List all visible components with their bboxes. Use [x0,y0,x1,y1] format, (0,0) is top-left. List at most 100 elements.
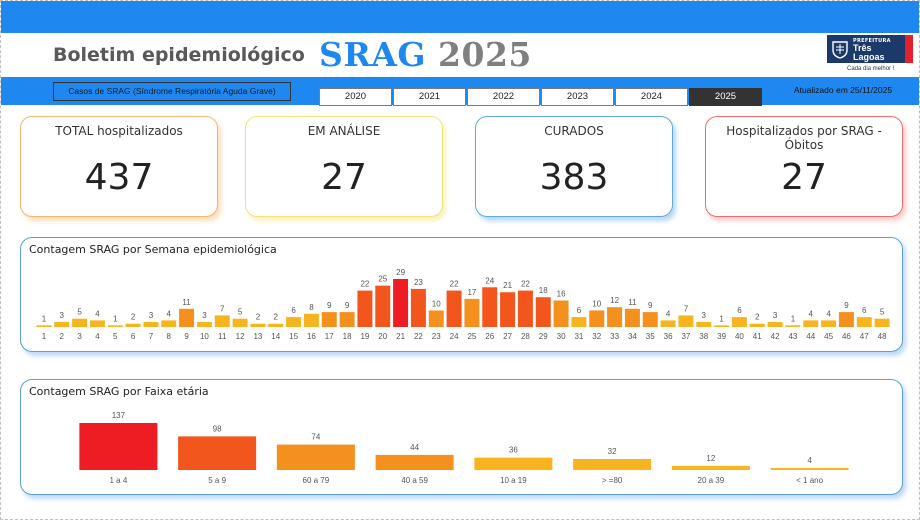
week-bar[interactable] [642,312,658,327]
week-bar[interactable] [303,313,319,327]
week-bar[interactable] [464,298,480,327]
age-bar[interactable] [671,465,750,470]
week-bar[interactable] [375,285,391,327]
week-bar[interactable] [196,322,212,327]
age-bar[interactable] [770,468,849,470]
year-tab-2024[interactable]: 2024 [615,88,688,106]
week-bar-value-label: 9 [345,301,350,310]
week-bar[interactable] [250,323,266,327]
week-tick-label: 27 [503,332,512,341]
week-bar[interactable] [179,308,195,327]
logo-name-line1: Três [853,43,872,53]
week-bar-value-label: 4 [826,309,831,318]
week-tick-label: 12 [236,332,245,341]
age-bar[interactable] [375,454,454,470]
year-tab-2021[interactable]: 2021 [393,88,466,106]
week-bar[interactable] [339,312,355,327]
week-tick-label: 38 [699,332,708,341]
week-bar[interactable] [660,320,676,327]
updated-date: Atualizado em 25/11/2025 [793,85,893,95]
week-bar[interactable] [393,279,409,327]
week-bar[interactable] [72,318,88,327]
week-bar[interactable] [553,300,569,327]
week-bar-value-label: 1 [113,314,118,323]
year-tab-2022[interactable]: 2022 [467,88,540,106]
week-bar[interactable] [232,318,248,327]
week-bar[interactable] [125,323,141,327]
week-bar[interactable] [143,322,159,327]
week-bar-value-label: 12 [610,296,619,305]
week-bar[interactable] [286,317,302,327]
week-bar[interactable] [607,307,623,327]
week-bar[interactable] [624,308,640,327]
week-bar[interactable] [357,290,373,327]
week-tick-label: 43 [788,332,797,341]
week-bar-value-label: 6 [291,306,296,315]
week-bar[interactable] [446,290,462,327]
week-bar-value-label: 6 [862,306,867,315]
week-bar[interactable] [856,317,872,327]
week-bar[interactable] [54,322,70,327]
week-bar-value-label: 3 [773,311,778,320]
week-tick-label: 6 [131,332,136,341]
week-tick-label: 22 [414,332,423,341]
year-tab-2025[interactable]: 2025 [689,88,762,106]
age-bar-value-label: 36 [509,446,518,455]
week-bar[interactable] [500,292,516,327]
week-bar[interactable] [731,317,747,327]
year-tab-2023[interactable]: 2023 [541,88,614,106]
week-bar[interactable] [767,322,783,327]
week-bar[interactable] [107,325,123,327]
week-bar[interactable] [714,325,730,327]
week-bar-value-label: 10 [432,299,441,308]
age-bar[interactable] [474,457,553,470]
week-bar-value-label: 3 [149,311,154,320]
week-bar[interactable] [517,290,533,327]
week-bar-value-label: 1 [719,314,724,323]
kpi-analise-label: EM ANÁLISE [307,124,381,138]
week-bar[interactable] [874,318,890,327]
week-bar-value-label: 22 [360,280,369,289]
age-bar[interactable] [79,423,158,470]
age-bar-value-label: 137 [112,411,126,420]
age-bar[interactable] [573,459,652,470]
week-bar[interactable] [89,320,105,327]
week-tick-label: 16 [307,332,316,341]
week-bar[interactable] [410,288,426,327]
week-bar[interactable] [803,320,819,327]
week-bar-value-label: 10 [592,299,601,308]
week-bar[interactable] [749,323,765,327]
city-emblem-icon [832,41,848,59]
week-tick-label: 11 [218,332,227,341]
week-bar[interactable] [589,310,605,327]
age-bar-value-label: 4 [807,456,812,465]
srag-title-text: SRAG [319,35,427,74]
week-bar[interactable] [571,317,587,327]
week-bar[interactable] [268,323,284,327]
week-tick-label: 48 [878,332,887,341]
week-bar[interactable] [161,320,177,327]
week-bar-value-label: 6 [737,306,742,315]
age-tick-label: > =80 [602,476,623,485]
week-bar[interactable] [482,287,498,327]
age-bar[interactable] [276,444,355,470]
week-tick-label: 26 [485,332,494,341]
week-bar[interactable] [821,320,837,327]
age-bar-value-label: 44 [410,443,419,452]
week-bar[interactable] [428,310,444,327]
week-bar[interactable] [785,325,801,327]
week-bar[interactable] [696,322,712,327]
year-tab-2020[interactable]: 2020 [319,88,392,106]
week-bar-value-label: 16 [557,290,566,299]
week-bar[interactable] [535,297,551,327]
week-bar[interactable] [214,315,230,327]
week-bar[interactable] [321,312,337,327]
week-tick-label: 30 [557,332,566,341]
week-bar-value-label: 2 [274,313,279,322]
week-tick-label: 37 [681,332,690,341]
week-bar[interactable] [838,312,854,327]
age-bar[interactable] [178,436,257,470]
prefeitura-logo: PREFEITURA Três Lagoas Cada dia melhor ! [827,35,913,75]
week-bar[interactable] [678,315,694,327]
week-bar[interactable] [36,325,52,327]
